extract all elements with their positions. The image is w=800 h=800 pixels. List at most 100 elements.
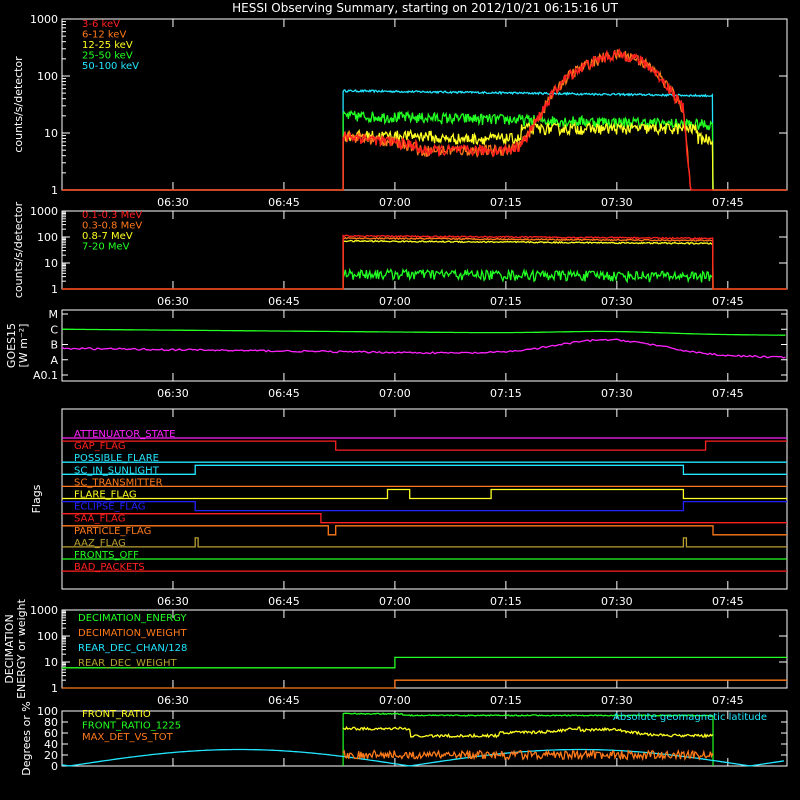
x-tick-label: 07:15 (490, 196, 522, 209)
y-tick-label: 1000 (30, 205, 58, 218)
series-goes-long (62, 328, 786, 336)
y-axis-label: counts/s/detector (12, 201, 25, 298)
x-tick-label: 06:45 (268, 387, 300, 400)
y-tick-label: 10 (44, 257, 58, 270)
y-tick-label: A0.1 (33, 369, 58, 382)
y-axis-label: GOES15 (5, 323, 18, 368)
panel-frame (61, 18, 788, 191)
x-tick-label: 06:30 (157, 387, 189, 400)
flag-label: ATTENUATOR_STATE (74, 429, 175, 440)
x-tick-label: 07:45 (712, 295, 744, 308)
series-7-20-MeV (62, 267, 787, 290)
panel-frame (61, 609, 788, 689)
x-tick-label: 07:00 (379, 295, 411, 308)
x-tick-label: 06:30 (157, 196, 189, 209)
y-axis-label-2: ENERGY or weight (15, 598, 28, 698)
y-axis-label-units: [W m⁻²] (17, 324, 30, 368)
x-tick-label: 06:30 (157, 295, 189, 308)
y-axis-label: Degrees or % (20, 701, 33, 775)
y-tick-label: 100 (37, 630, 58, 643)
x-tick-label: 06:30 (157, 595, 189, 608)
x-tick-label: 07:30 (601, 694, 633, 707)
x-tick-label: 07:45 (712, 694, 744, 707)
legend-entry: REAR_DEC_WEIGHT (78, 658, 177, 669)
y-tick-label: 1000 (30, 604, 58, 617)
legend-entry: 50-100 keV (82, 61, 139, 72)
legend-entry: DECIMATION_WEIGHT (78, 628, 187, 639)
flag-saa-flag (62, 513, 787, 524)
legend-entry: FRONT_RATIO (82, 709, 151, 720)
x-tick-label: 06:45 (268, 295, 300, 308)
panel-3: 06:30 06:45 07:00 07:15 07:30 07:45 GOES15 [W m… (5, 308, 788, 400)
series-3-6-keV (62, 47, 787, 191)
flag-label: AAZ_FLAG (74, 538, 126, 549)
x-tick-label: 07:00 (379, 387, 411, 400)
panel-frame (61, 309, 788, 382)
y-tick-label: 10 (44, 127, 58, 140)
flag-flare-flag (62, 488, 787, 500)
x-tick-label: 07:15 (490, 387, 522, 400)
x-tick-label: 07:45 (712, 387, 744, 400)
y-tick-label: 1 (51, 283, 58, 296)
legend-entry: 6-12 keV (82, 30, 126, 41)
series-decimation-energy (62, 656, 787, 669)
y-tick-label: 20 (44, 749, 58, 762)
x-tick-label: 07:30 (601, 295, 633, 308)
flag-eclipse-flag (62, 500, 787, 512)
x-tick-label: 07:15 (490, 295, 522, 308)
legend-entry: 7-20 MeV (82, 242, 130, 253)
panel-frame (61, 210, 788, 290)
flag-label: SC_IN_SUNLIGHT (74, 465, 160, 476)
y-tick-label: 1 (51, 184, 58, 197)
panel-frame (61, 710, 788, 767)
panel-2: 06:30 06:45 07:00 07:15 07:30 07:45 counts/s/d… (12, 201, 788, 308)
series-goes-short (61, 338, 786, 359)
latitude-annotation: Absolute geomagnetic latitude (613, 712, 767, 723)
x-tick-label: 07:15 (490, 694, 522, 707)
flag-label: BAD_PACKETS (74, 562, 145, 573)
flag-label: FLARE_FLAG (74, 490, 137, 501)
series-12-25-keV (62, 121, 787, 191)
legend-entry: FRONT_RATIO_1225 (82, 721, 181, 732)
legend-entry: 0.8-7 MeV (82, 231, 133, 242)
flag-aaz-flag (62, 537, 787, 548)
y-tick-label: 100 (37, 705, 58, 718)
flag-label: SC_TRANSMITTER (74, 477, 163, 488)
panel-4: 06:30 06:45 07:00 07:15 07:30 07:45 Flags ATTEN… (30, 408, 788, 608)
series-0-1-0-3-MeV (62, 234, 787, 290)
y-tick-label: 80 (44, 716, 58, 729)
legend-entry: DECIMATION_ENERGY (78, 613, 187, 624)
y-tick-label: C (50, 323, 58, 336)
y-tick-label: 1000 (30, 13, 58, 26)
series-front-ratio-1225 (343, 712, 713, 717)
y-tick-label: 40 (44, 738, 58, 751)
x-tick-label: 07:00 (379, 694, 411, 707)
series-25-50-keV (62, 109, 787, 191)
x-tick-label: 07:00 (379, 595, 411, 608)
figure-layers: 06:30 06:45 07:00 07:15 07:30 07:45 counts/s/d… (3, 13, 788, 776)
x-tick-label: 06:45 (268, 595, 300, 608)
panel-5: 06:30 06:45 07:00 07:15 07:30 07:45 DECIMATION… (3, 598, 788, 707)
legend-entry: REAR_DEC_CHAN/128 (78, 643, 187, 654)
legend-entry: 3-6 keV (82, 19, 120, 30)
series-geomagnetic-latitude (61, 748, 785, 767)
legend-entry: MAX_DET_VS_TOT (82, 732, 174, 743)
flag-label: ECLIPSE_FLAG (74, 502, 145, 513)
y-tick-label: 0 (51, 760, 58, 773)
y-axis-label: Flags (30, 484, 43, 513)
series-0-8-7-MeV (62, 239, 787, 290)
series-50-100-keV (62, 88, 787, 191)
x-tick-label: 07:30 (601, 387, 633, 400)
flag-label: FRONTS_OFF (74, 550, 139, 561)
y-tick-label: 100 (37, 231, 58, 244)
x-tick-label: 06:30 (157, 694, 189, 707)
series-decimation-weight (62, 679, 787, 689)
series-max-det-vs-tot (342, 748, 714, 762)
flag-particle-flag (62, 525, 787, 536)
series-front-ratio (342, 725, 714, 739)
flag-label: SAA_FLAG (74, 514, 125, 525)
y-tick-label: 100 (37, 70, 58, 83)
x-tick-label: 07:15 (490, 595, 522, 608)
